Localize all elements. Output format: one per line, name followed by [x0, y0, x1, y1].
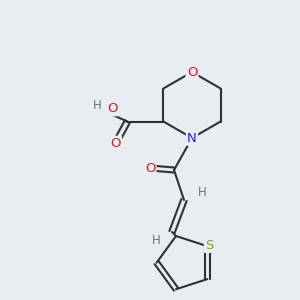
- Text: O: O: [110, 137, 121, 150]
- Text: O: O: [107, 102, 118, 115]
- Text: H: H: [152, 233, 160, 247]
- Text: O: O: [145, 161, 155, 175]
- Text: N: N: [187, 131, 197, 145]
- Text: O: O: [187, 65, 197, 79]
- Text: S: S: [205, 239, 214, 252]
- Text: H: H: [93, 99, 102, 112]
- Text: H: H: [198, 185, 206, 199]
